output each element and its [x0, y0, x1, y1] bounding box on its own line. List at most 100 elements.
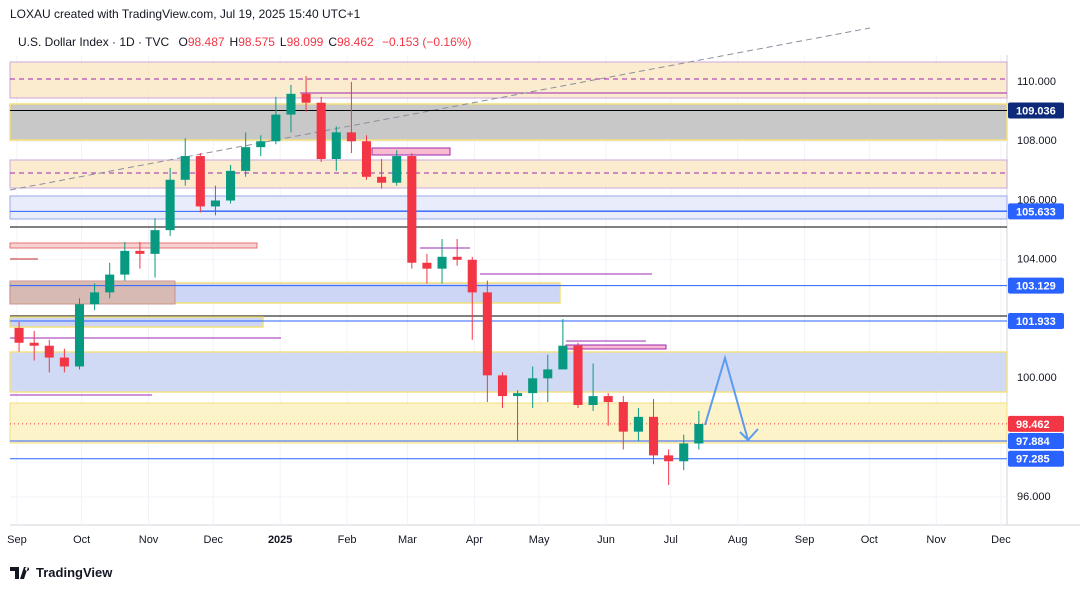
candle-body: [90, 292, 100, 305]
ohlc-value: 98.487: [187, 35, 225, 49]
candle-body: [664, 455, 674, 462]
candle-body: [331, 132, 341, 160]
candle-body: [392, 156, 402, 183]
candle-body: [346, 132, 356, 142]
candle-body: [648, 416, 659, 456]
legend: U.S. Dollar Index · 1D · TVC O98.487 H98.…: [18, 35, 476, 49]
y-tick-label: 96.000: [1017, 491, 1051, 503]
y-tick-label: 104.000: [1017, 254, 1057, 266]
candle-body: [195, 156, 205, 207]
candle-body: [226, 170, 236, 201]
price-badge-label: 98.462: [1016, 419, 1050, 431]
candle-body: [256, 141, 266, 148]
ohlc-key: C: [328, 35, 337, 49]
y-tick-label: 100.000: [1017, 372, 1057, 384]
ohlc: O98.487 H98.575 L98.099 C98.462: [179, 35, 379, 49]
x-tick-label: Sep: [795, 534, 815, 546]
candle-body: [44, 345, 54, 358]
price-badge-label: 97.884: [1016, 436, 1051, 448]
x-tick-label: Feb: [338, 534, 357, 546]
price-badge-label: 109.036: [1016, 105, 1056, 117]
candle-body: [271, 114, 281, 142]
candle-body: [120, 250, 130, 275]
candle-body: [543, 369, 553, 379]
x-tick-label: May: [529, 534, 550, 546]
change: −0.153 (−0.16%): [382, 35, 472, 49]
candle-body: [513, 393, 523, 397]
x-tick-label: 2025: [268, 534, 292, 546]
candle-body: [558, 345, 568, 370]
candle-body: [105, 274, 115, 293]
y-tick-label: 108.000: [1017, 135, 1057, 147]
candle-body: [422, 262, 432, 269]
candle-body: [165, 179, 175, 231]
zone: [9, 61, 1008, 99]
price-badge-label: 103.129: [1016, 280, 1056, 292]
zone: [371, 147, 451, 156]
price-badge-label: 105.633: [1016, 206, 1056, 218]
price-badge: [1008, 102, 1064, 119]
brand: TradingView: [36, 565, 113, 580]
zone: [9, 242, 258, 249]
x-tick-label: Aug: [728, 534, 748, 546]
x-tick-label: Jun: [597, 534, 615, 546]
candle-body: [603, 396, 613, 403]
ohlc-value: 98.462: [336, 35, 374, 49]
ohlc-value: 98.575: [238, 35, 275, 49]
candle-body: [573, 345, 583, 405]
zone: [9, 103, 1008, 141]
candle-body: [59, 357, 69, 367]
x-tick-label: Dec: [991, 534, 1011, 546]
candle-body: [633, 416, 643, 432]
x-tick-label: Sep: [7, 534, 27, 546]
drawings: [9, 27, 1008, 444]
candle-body: [407, 156, 417, 263]
candle-body: [528, 378, 538, 394]
x-tick-label: Apr: [466, 534, 483, 546]
candle-body: [316, 102, 326, 160]
candle-body: [679, 443, 689, 462]
credit: LOXAU created with TradingView.com, Jul …: [10, 7, 361, 21]
candle-body: [301, 93, 311, 103]
chart: Sep Oct Nov Dec 2025 Feb Mar Apr May Jun Jul Aug Sep…: [7, 27, 1080, 546]
candle-body: [241, 147, 251, 171]
x-tick-label: Mar: [398, 534, 417, 546]
price-badge: [1008, 450, 1064, 467]
y-tick-label: 110.000: [1017, 76, 1056, 88]
candle-body: [150, 230, 160, 254]
ohlc-value: 98.099: [286, 35, 324, 49]
candle-body: [180, 156, 190, 180]
candle-body: [286, 93, 296, 115]
price-badge: [1008, 313, 1064, 330]
candle-body: [497, 375, 507, 397]
x-tick-label: Jul: [664, 534, 678, 546]
price-badge-label: 97.285: [1016, 454, 1050, 466]
zone: [9, 195, 1008, 220]
candle-body: [694, 423, 704, 444]
trend-line: [9, 27, 871, 191]
x-tick-label: Oct: [73, 534, 90, 546]
logo: [10, 566, 30, 579]
zone: [9, 351, 1008, 393]
zone: [9, 316, 264, 328]
footer: TradingView: [10, 565, 112, 580]
candle-body: [14, 327, 24, 343]
price-badge: [1008, 277, 1064, 294]
candle-body: [482, 292, 492, 376]
candle-body: [29, 342, 39, 346]
x-tick-label: Dec: [204, 534, 224, 546]
candle-body: [618, 402, 628, 432]
candle-body: [74, 304, 85, 367]
candle-body: [588, 396, 598, 405]
candle-body: [210, 200, 220, 207]
projection-arrow: [704, 354, 759, 442]
x-tick-label: Nov: [926, 534, 946, 546]
price-badge: [1008, 433, 1064, 450]
symbol: U.S. Dollar Index · 1D · TVC: [18, 35, 170, 49]
candle-body: [452, 256, 462, 260]
zone: [9, 159, 1008, 189]
candle-body: [377, 176, 387, 183]
price-badge-label: 101.933: [1016, 316, 1056, 328]
candle-body: [135, 250, 145, 254]
price-badge: [1008, 203, 1064, 220]
